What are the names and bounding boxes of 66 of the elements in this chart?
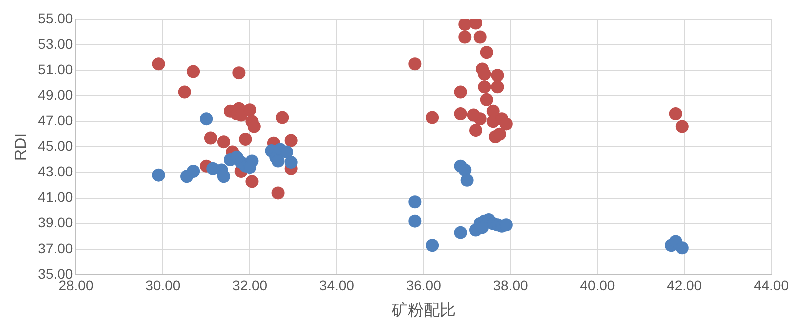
- point: [426, 239, 440, 252]
- point: [276, 111, 290, 124]
- y-tick-label: 37.00: [38, 240, 74, 256]
- point: [217, 170, 230, 184]
- y-tick-label: 49.00: [38, 86, 74, 103]
- point: [408, 214, 422, 228]
- point: [152, 168, 166, 182]
- point: [491, 80, 504, 94]
- y-axis-title: RDI: [13, 133, 30, 161]
- point: [200, 112, 214, 126]
- point: [458, 164, 472, 177]
- x-tick-label: 30.00: [146, 277, 181, 294]
- point: [408, 196, 422, 209]
- y-tick-label: 35.00: [38, 266, 74, 282]
- point: [454, 107, 468, 120]
- point: [239, 133, 252, 146]
- x-tick-label: 34.00: [319, 277, 355, 294]
- point: [152, 58, 166, 71]
- point: [187, 164, 200, 178]
- point: [284, 134, 298, 148]
- x-axis-title: 矿粉配比: [390, 300, 456, 320]
- x-tick-label: 40.00: [580, 277, 616, 294]
- point: [232, 66, 246, 80]
- y-tick-label: 51.00: [38, 61, 74, 78]
- point: [491, 69, 504, 82]
- point: [244, 104, 257, 117]
- x-tick-label: 32.00: [232, 277, 268, 294]
- point: [493, 128, 506, 141]
- x-tick-label: 44.00: [754, 277, 790, 294]
- y-tick-label: 53.00: [38, 36, 74, 52]
- point: [458, 30, 472, 44]
- point: [426, 111, 440, 124]
- x-tick-label: 36.00: [406, 277, 442, 294]
- point: [470, 19, 482, 30]
- y-tick-label: 45.00: [38, 138, 74, 154]
- point: [478, 68, 492, 81]
- x-tick-label: 38.00: [493, 277, 528, 294]
- y-tick-label: 39.00: [38, 214, 74, 231]
- point: [470, 124, 482, 138]
- point: [248, 120, 261, 134]
- y-tick-label: 55.00: [38, 10, 74, 26]
- y-tick-label: 41.00: [38, 189, 74, 206]
- point: [474, 30, 487, 44]
- point: [272, 186, 285, 200]
- point: [467, 108, 480, 122]
- point: [408, 58, 422, 71]
- point: [217, 136, 230, 149]
- point: [669, 107, 682, 120]
- point: [204, 132, 218, 145]
- point: [480, 46, 494, 60]
- point: [676, 242, 689, 255]
- point: [676, 120, 689, 134]
- point: [478, 80, 492, 94]
- point: [454, 86, 468, 99]
- point: [458, 19, 472, 32]
- x-tick-label: 42.00: [667, 277, 702, 294]
- point: [454, 226, 468, 240]
- y-tick-label: 43.00: [38, 164, 74, 180]
- point: [246, 175, 259, 188]
- point: [460, 174, 474, 187]
- point: [500, 118, 513, 131]
- y-tick-label: 47.00: [38, 112, 74, 128]
- point: [284, 156, 298, 170]
- point: [178, 86, 192, 99]
- point: [187, 65, 200, 78]
- point: [480, 93, 494, 106]
